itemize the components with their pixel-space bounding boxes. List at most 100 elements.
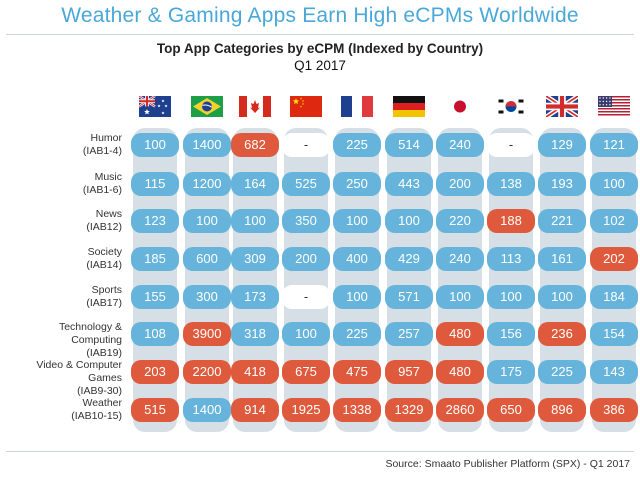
data-cell: 1925	[282, 398, 330, 422]
data-cell: 188	[487, 209, 535, 233]
data-cell: 100	[590, 172, 638, 196]
data-cell: 914	[231, 398, 279, 422]
data-cell: 318	[231, 322, 279, 346]
data-cell: 515	[131, 398, 179, 422]
china-flag	[290, 96, 322, 117]
data-cell: 100	[333, 209, 381, 233]
data-cell: 100	[131, 133, 179, 157]
data-cell: 2860	[436, 398, 484, 422]
data-cell: 221	[538, 209, 586, 233]
data-cell: 1329	[385, 398, 433, 422]
canada-flag	[239, 96, 271, 117]
row-label: Weather (IAB10-15)	[6, 397, 122, 423]
data-cell: 1400	[183, 133, 231, 157]
data-cell: 418	[231, 360, 279, 384]
data-cell: 225	[333, 133, 381, 157]
data-cell: 236	[538, 322, 586, 346]
data-cell: 480	[436, 322, 484, 346]
south-korea-flag	[495, 96, 527, 117]
data-cell: 240	[436, 133, 484, 157]
data-cell: 185	[131, 247, 179, 271]
data-cell: 200	[436, 172, 484, 196]
data-cell: 225	[333, 322, 381, 346]
bottom-divider	[6, 451, 634, 452]
data-cell: 1400	[183, 398, 231, 422]
data-cell: 480	[436, 360, 484, 384]
data-cell: 156	[487, 322, 535, 346]
united-kingdom-flag	[546, 96, 578, 117]
data-cell: 957	[385, 360, 433, 384]
row-label: Music (IAB1-6)	[6, 171, 122, 197]
united-states-flag	[598, 96, 630, 117]
japan-flag	[444, 96, 476, 117]
data-cell: 100	[282, 322, 330, 346]
data-cell: 571	[385, 285, 433, 309]
data-cell: 138	[487, 172, 535, 196]
data-cell: 108	[131, 322, 179, 346]
row-code: (IAB14)	[86, 259, 122, 271]
data-cell: 525	[282, 172, 330, 196]
data-cell: 675	[282, 360, 330, 384]
headline: Weather & Gaming Apps Earn High eCPMs Wo…	[61, 4, 579, 27]
chart-title: Top App Categories by eCPM (Indexed by C…	[156, 41, 484, 56]
data-cell: 100	[333, 285, 381, 309]
data-cell: 400	[333, 247, 381, 271]
data-cell: 100	[183, 209, 231, 233]
data-cell: 113	[487, 247, 535, 271]
row-category: News	[95, 208, 122, 220]
data-cell: 154	[590, 322, 638, 346]
data-cell: 896	[538, 398, 586, 422]
data-cell: 1338	[333, 398, 381, 422]
data-cell: 161	[538, 247, 586, 271]
data-cell: 386	[590, 398, 638, 422]
row-category: Weather	[82, 397, 123, 409]
data-cell: 300	[183, 285, 231, 309]
data-cell: -	[487, 133, 535, 157]
data-cell: 682	[231, 133, 279, 157]
data-cell: 250	[333, 172, 381, 196]
row-label: Humor (IAB1-4)	[6, 132, 122, 158]
data-cell: 443	[385, 172, 433, 196]
row-label: Technology & Computing (IAB19)	[6, 321, 122, 360]
france-flag	[341, 96, 373, 117]
data-cell: 220	[436, 209, 484, 233]
row-code: (IAB12)	[86, 221, 122, 233]
row-label: Society (IAB14)	[6, 246, 122, 272]
row-label: News (IAB12)	[6, 208, 122, 234]
data-cell: 164	[231, 172, 279, 196]
row-code: (IAB1-6)	[82, 184, 122, 196]
data-cell: 2200	[183, 360, 231, 384]
data-cell: 200	[282, 247, 330, 271]
data-cell: 257	[385, 322, 433, 346]
data-cell: 350	[282, 209, 330, 233]
row-code: (IAB17)	[86, 297, 122, 309]
row-code: (IAB10-15)	[71, 410, 122, 422]
row-label: Video & Computer Games (IAB9-30)	[6, 359, 122, 398]
data-cell: 475	[333, 360, 381, 384]
top-divider	[6, 34, 634, 35]
data-cell: 3900	[183, 322, 231, 346]
data-cell: 155	[131, 285, 179, 309]
data-cell: 100	[231, 209, 279, 233]
row-code: (IAB1-4)	[82, 145, 122, 157]
data-cell: 225	[538, 360, 586, 384]
row-category: Music	[94, 171, 122, 183]
data-cell: 650	[487, 398, 535, 422]
data-cell: 514	[385, 133, 433, 157]
data-cell: -	[282, 133, 330, 157]
data-cell: 193	[538, 172, 586, 196]
row-category: Humor	[90, 132, 122, 144]
row-category: Technology & Computing	[58, 321, 122, 346]
data-cell: 123	[131, 209, 179, 233]
data-cell: 240	[436, 247, 484, 271]
row-code: (IAB19)	[86, 347, 122, 359]
data-cell: 203	[131, 360, 179, 384]
chart-subtitle: Q1 2017	[294, 58, 346, 73]
row-category: Video & Computer Games	[36, 359, 122, 384]
data-cell: 100	[487, 285, 535, 309]
data-cell: 600	[183, 247, 231, 271]
brazil-flag	[191, 96, 223, 117]
data-cell: 100	[436, 285, 484, 309]
data-cell: 184	[590, 285, 638, 309]
data-cell: 175	[487, 360, 535, 384]
